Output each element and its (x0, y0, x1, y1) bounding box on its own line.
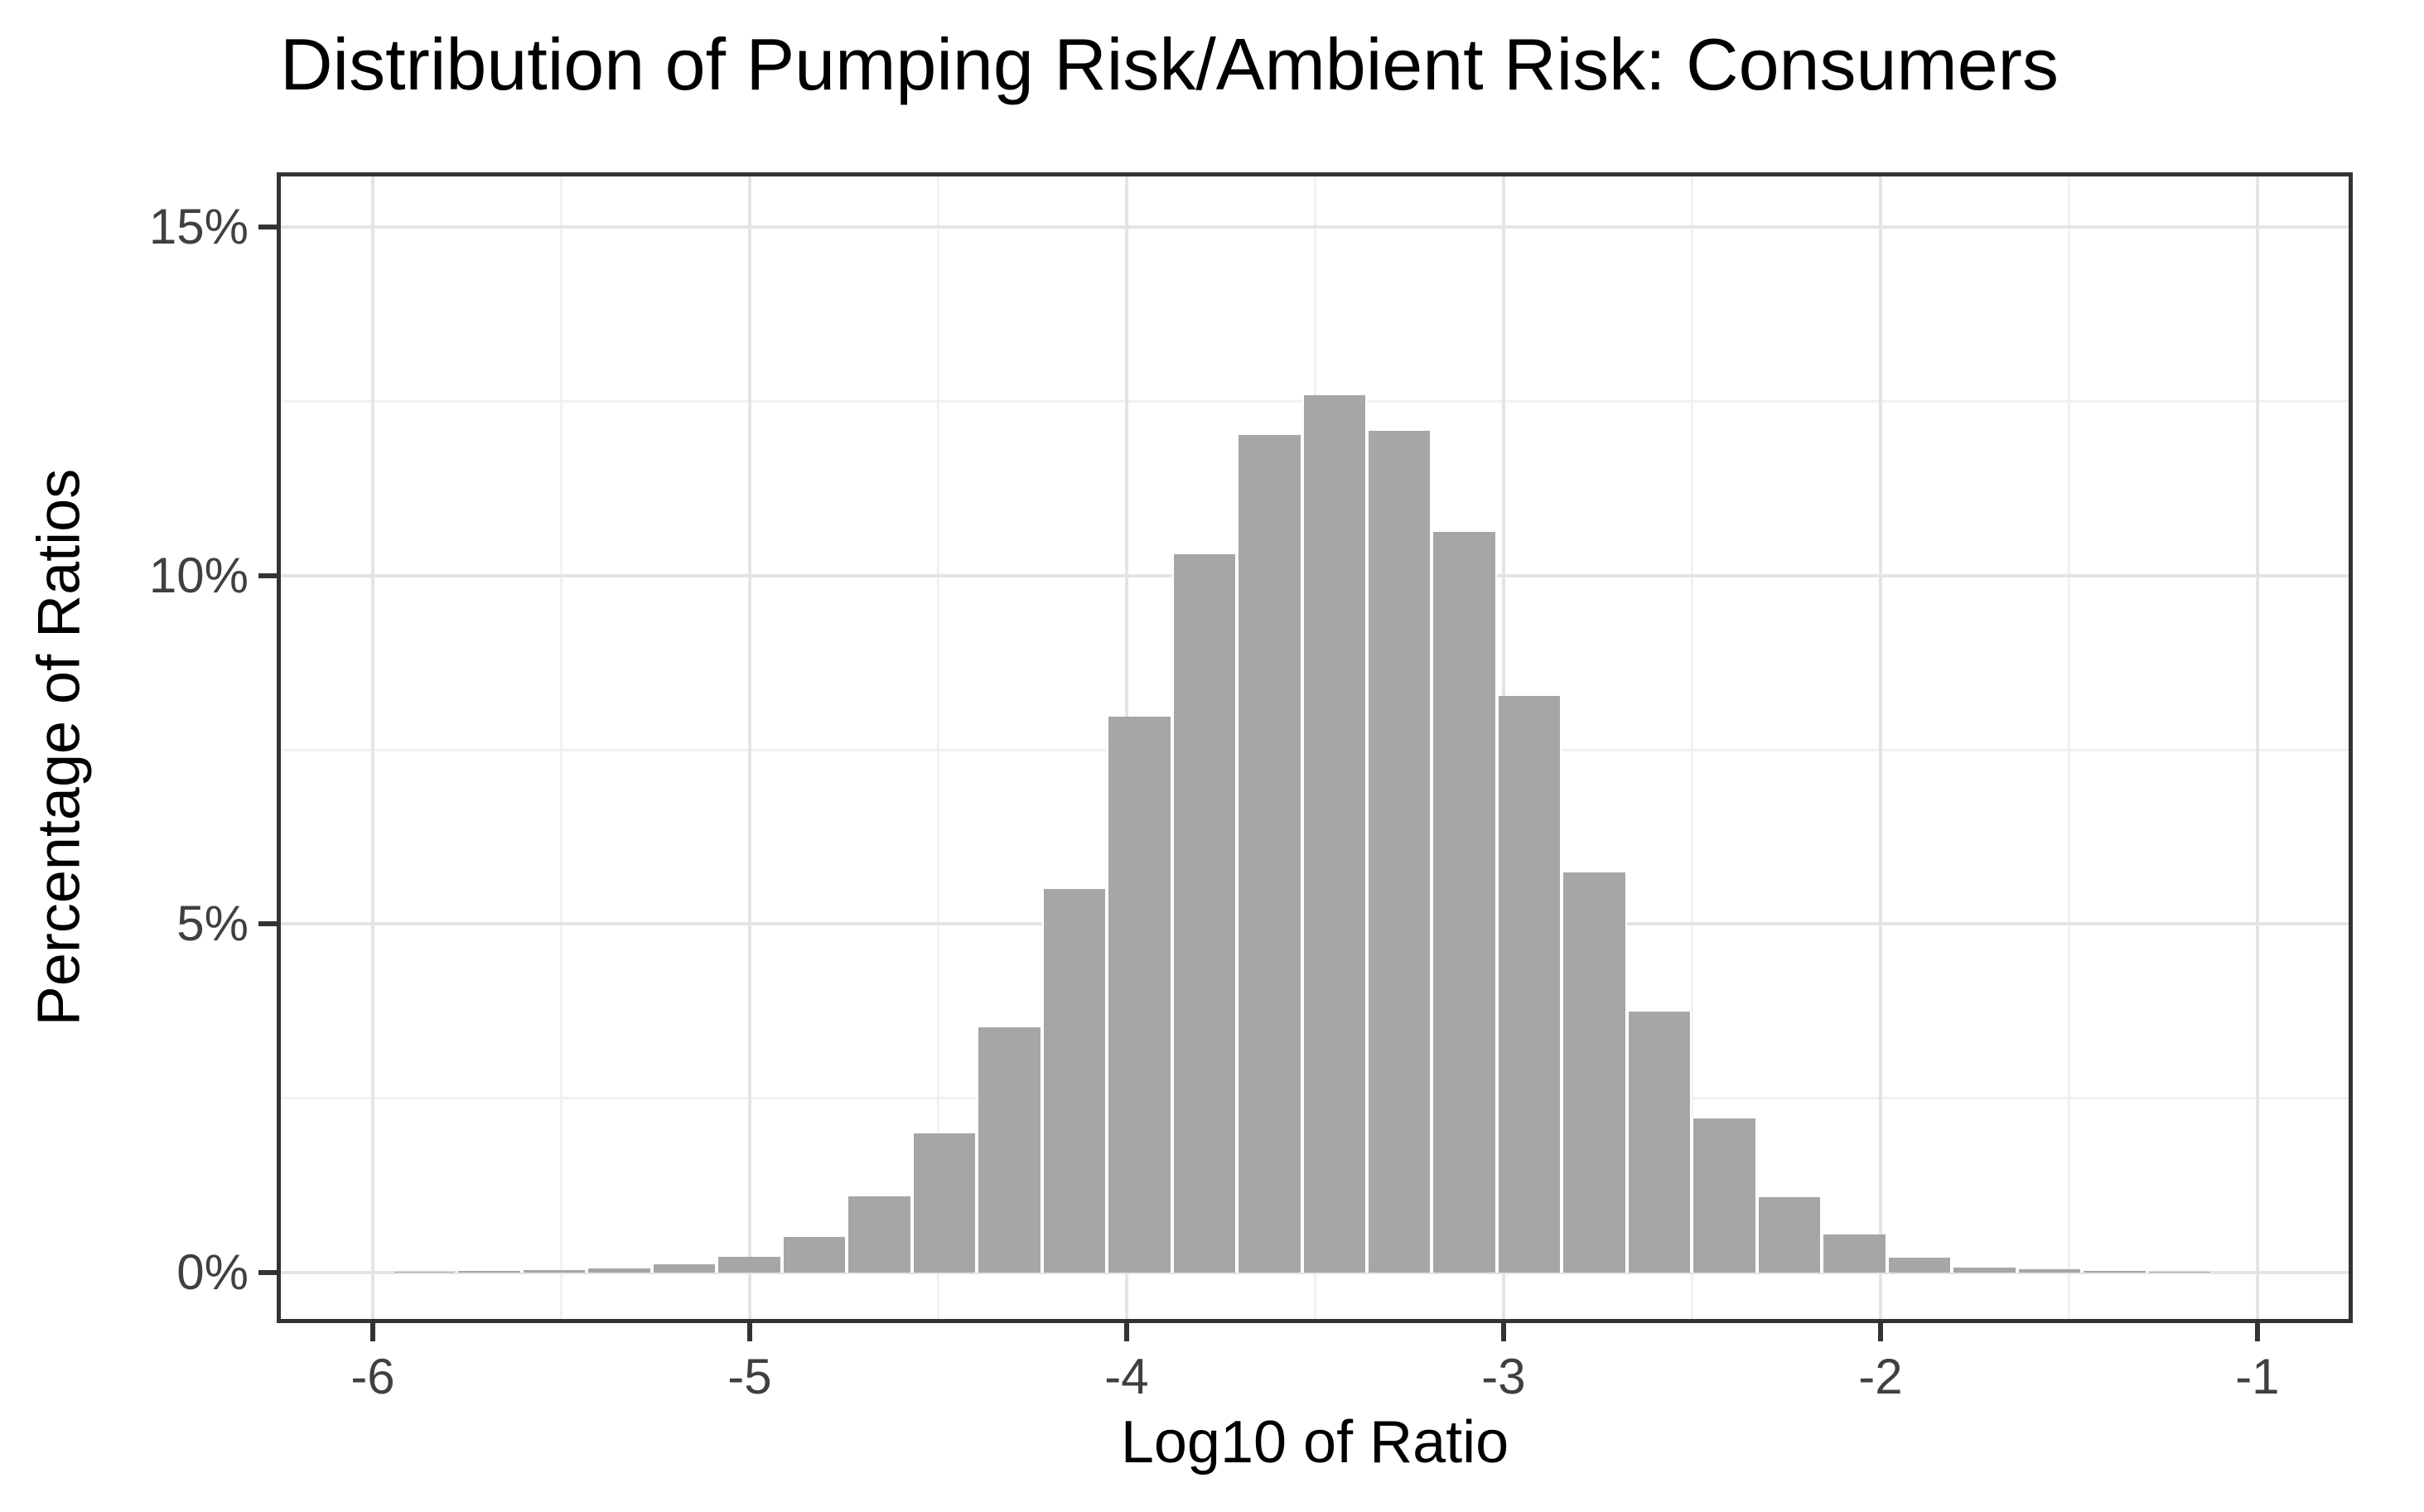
histogram-bar (1952, 1267, 2017, 1273)
histogram-bar (651, 1264, 717, 1273)
x-tick (2254, 1323, 2260, 1341)
x-minor-gridline (560, 176, 563, 1319)
x-minor-gridline (1690, 176, 1693, 1319)
histogram-bar (1562, 872, 1627, 1273)
histogram-bar (1822, 1234, 1887, 1273)
histogram-bar (1107, 717, 1172, 1273)
histogram-bar (521, 1270, 587, 1273)
y-major-gridline (281, 1271, 2349, 1275)
histogram-bar (977, 1027, 1042, 1273)
histogram-bar (1041, 888, 1108, 1273)
x-minor-gridline (936, 176, 939, 1319)
y-tick-label: 5% (176, 896, 249, 952)
x-tick (746, 1323, 752, 1341)
histogram-bar (781, 1237, 847, 1273)
histogram-bar (1756, 1197, 1823, 1273)
histogram-bar (391, 1271, 457, 1273)
histogram-bar (1171, 554, 1238, 1273)
y-tick (258, 1270, 277, 1276)
y-major-gridline (281, 225, 2349, 229)
x-tick-label: -3 (1481, 1349, 1526, 1404)
x-tick-label: -4 (1104, 1349, 1149, 1404)
histogram-bar (1886, 1257, 1953, 1273)
histogram-bar (1432, 532, 1497, 1273)
histogram-bar (1626, 1011, 1692, 1273)
x-tick (1123, 1323, 1129, 1341)
x-tick (1877, 1323, 1883, 1341)
histogram-bar (2146, 1271, 2213, 1273)
x-major-gridline (2255, 176, 2259, 1319)
histogram-bar (1301, 394, 1367, 1273)
histogram-bar (2082, 1270, 2147, 1273)
histogram-bar (456, 1270, 522, 1273)
y-tick-label: 10% (148, 547, 249, 603)
y-tick-label: 0% (176, 1244, 249, 1301)
histogram-bar (1496, 696, 1562, 1273)
y-tick (258, 921, 277, 927)
x-axis-title: Log10 of Ratio (1120, 1409, 1509, 1476)
histogram-bar (587, 1268, 652, 1273)
histogram-bar (911, 1133, 978, 1273)
y-axis-title: Percentage of Ratios (26, 468, 93, 1027)
x-tick (370, 1323, 376, 1341)
x-tick (1500, 1323, 1506, 1341)
x-tick-label: -2 (1858, 1349, 1903, 1404)
histogram-bar (2016, 1269, 2083, 1273)
x-major-gridline (371, 176, 375, 1319)
histogram-bar (1237, 435, 1302, 1273)
x-tick-label: -5 (727, 1349, 772, 1404)
x-major-gridline (1878, 176, 1882, 1319)
x-minor-gridline (2067, 176, 2070, 1319)
y-tick (258, 224, 277, 229)
y-tick (258, 572, 277, 578)
chart-title: Distribution of Pumping Risk/Ambient Ris… (280, 23, 2059, 105)
histogram-bar (717, 1257, 782, 1273)
x-major-gridline (747, 176, 751, 1319)
histogram-bar (847, 1196, 912, 1273)
histogram-bar (1692, 1118, 1757, 1273)
y-tick-label: 15% (148, 198, 249, 254)
x-tick-label: -6 (350, 1349, 395, 1404)
histogram-bar (1367, 431, 1432, 1273)
x-tick-label: -1 (2235, 1349, 2280, 1404)
